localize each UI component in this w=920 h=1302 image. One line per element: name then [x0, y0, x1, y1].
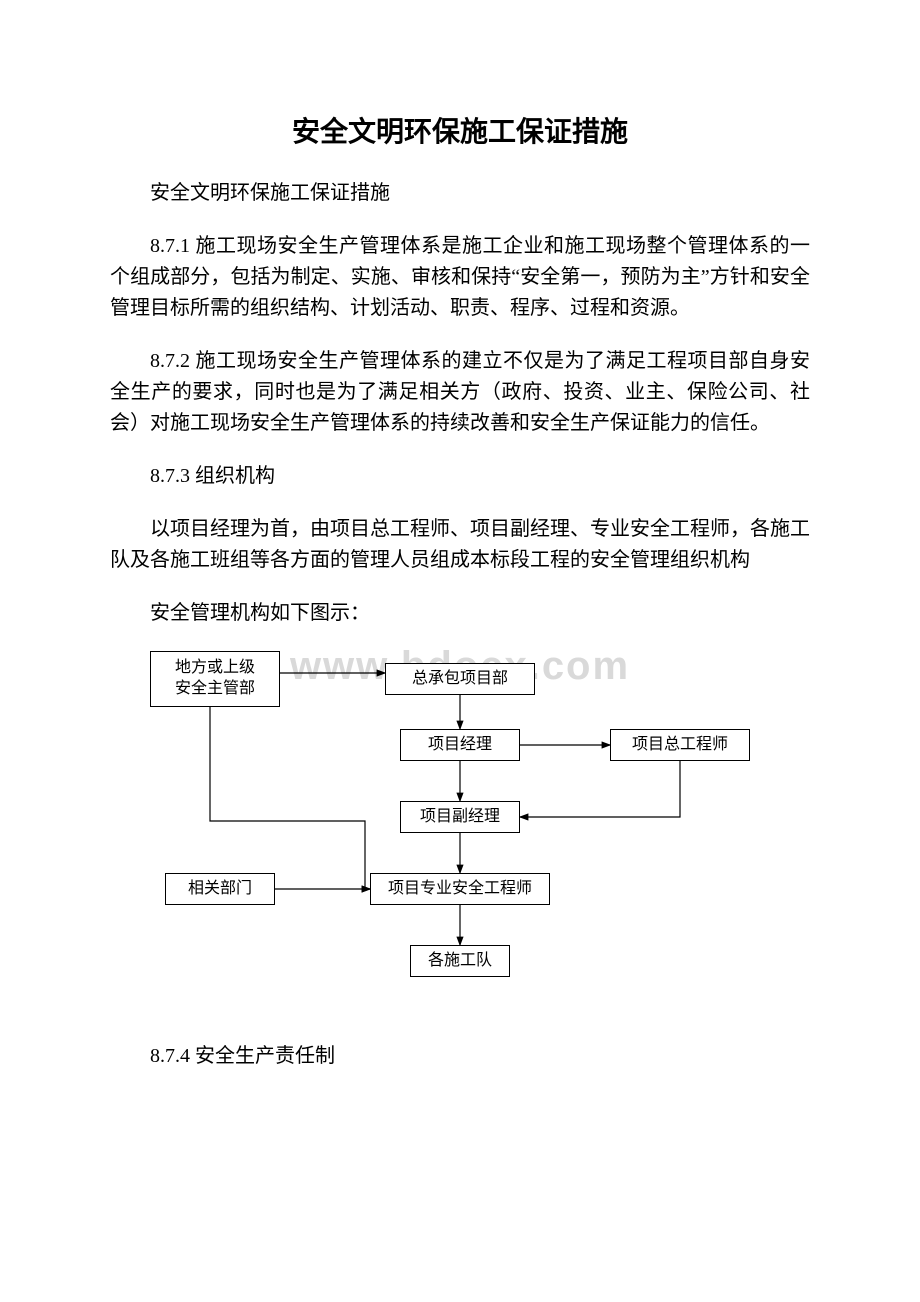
flowchart-node: 项目经理	[400, 729, 520, 761]
org-flowchart: 地方或上级安全主管部 总承包项目部项目经理 项目总工程师项目副经理相关部门 项目专业安…	[140, 651, 780, 991]
paragraph-chart-caption: 安全管理机构如下图示：	[110, 598, 810, 629]
flowchart-node: 项目专业安全工程师	[370, 873, 550, 905]
flowchart-node: 各施工队	[410, 945, 510, 977]
paragraph-8-7-4: 8.7.4 安全生产责任制	[110, 1041, 810, 1072]
flowchart-node: 地方或上级安全主管部	[150, 651, 280, 707]
paragraph-org-desc: 以项目经理为首，由项目总工程师、项目副经理、专业安全工程师，各施工队及各施工班组…	[110, 514, 810, 576]
paragraph-8-7-2: 8.7.2 施工现场安全生产管理体系的建立不仅是为了满足工程项目部自身安全生产的…	[110, 346, 810, 439]
flowchart-node: 相关部门	[165, 873, 275, 905]
paragraph-8-7-1: 8.7.1 施工现场安全生产管理体系是施工企业和施工现场整个管理体系的一个组成部…	[110, 231, 810, 324]
flowchart-node: 项目副经理	[400, 801, 520, 833]
flowchart-node: 项目总工程师	[610, 729, 750, 761]
page-title: 安全文明环保施工保证措施	[110, 110, 810, 150]
flowchart-node: 总承包项目部	[385, 663, 535, 695]
paragraph-8-7-3: 8.7.3 组织机构	[110, 461, 810, 492]
subtitle: 安全文明环保施工保证措施	[110, 178, 810, 209]
